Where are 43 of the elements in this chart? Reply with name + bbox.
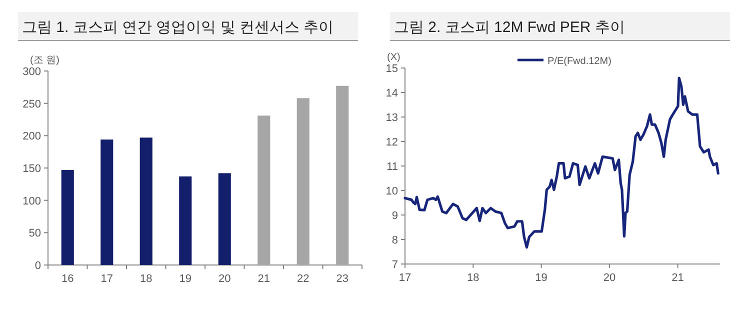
x-tick-label: 17: [100, 273, 113, 285]
bar: [140, 138, 152, 265]
y-tick-label: 12: [386, 136, 398, 148]
bar: [218, 173, 231, 265]
x-tick-label: 18: [140, 273, 152, 285]
x-tick-label: 18: [467, 272, 480, 284]
y-tick-label: 10: [386, 186, 398, 198]
y-tick-label: 300: [22, 66, 41, 78]
y-tick-label: 15: [386, 63, 398, 75]
x-tick-label: 20: [218, 273, 231, 285]
x-tick-label: 23: [336, 273, 348, 285]
x-tick-label: 21: [672, 272, 684, 284]
y-tick-label: 13: [386, 112, 398, 124]
x-tick-label: 17: [398, 272, 412, 284]
bar: [258, 116, 270, 265]
x-tick-label: 20: [603, 272, 616, 284]
x-tick-label: 22: [297, 273, 310, 285]
x-tick-label: 16: [62, 273, 74, 285]
y-tick-label: 100: [22, 195, 41, 208]
y-tick-label: 14: [386, 88, 398, 100]
x-tick-label: 21: [258, 273, 270, 285]
line-series: [404, 76, 720, 249]
bar: [61, 170, 74, 265]
y-tick-label: 11: [386, 161, 398, 173]
y-tick-label: 150: [22, 163, 41, 175]
bar: [100, 140, 114, 265]
y-tick-label: 9: [392, 210, 398, 222]
y-axis-title: (X): [387, 52, 400, 63]
bar: [336, 86, 349, 265]
x-tick-label: 19: [179, 273, 192, 285]
y-tick-label: 250: [22, 98, 41, 110]
chart-title: 그림 2. 코스피 12M Fwd PER 추이: [394, 19, 625, 36]
legend-label: P/E(Fwd.12M): [548, 56, 612, 67]
y-tick-label: 200: [22, 130, 41, 143]
y-tick-label: 50: [28, 228, 41, 240]
y-axis-title: (조 원): [30, 55, 60, 66]
bar: [296, 98, 310, 265]
y-tick-label: 0: [34, 260, 41, 272]
y-tick-label: 7: [392, 259, 398, 271]
chart-title: 그림 1. 코스피 연간 영업이익 및 컨센서스 추이: [22, 19, 334, 36]
bar: [179, 176, 192, 265]
y-tick-label: 8: [392, 234, 398, 246]
x-tick-label: 19: [535, 272, 548, 284]
